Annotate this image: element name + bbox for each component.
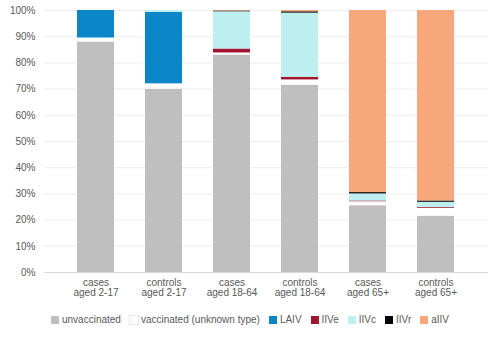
svg-text:casesaged 18-64: casesaged 18-64 [207, 277, 258, 298]
svg-text:80%: 80% [15, 57, 35, 68]
svg-text:controlsaged 18-64: controlsaged 18-64 [275, 277, 326, 298]
svg-text:0%: 0% [21, 267, 36, 278]
svg-text:90%: 90% [15, 31, 35, 42]
html-text:IIVe: IIVe [321, 314, 339, 325]
html-text:unvaccinated: unvaccinated [62, 314, 121, 325]
svg-text:controlsaged 2-17: controlsaged 2-17 [141, 277, 186, 298]
svg-text:70%: 70% [15, 83, 35, 94]
svg-text:10%: 10% [15, 241, 35, 252]
html-text:aIIV: aIIV [431, 314, 449, 325]
svg-text:60%: 60% [15, 110, 35, 121]
svg-text:controlsaged 65+: controlsaged 65+ [415, 277, 457, 298]
html-text:vaccinated (unknown type): vaccinated (unknown type) [140, 314, 260, 325]
svg-text:100%: 100% [10, 5, 36, 16]
html-text:LAIV: LAIV [279, 314, 302, 325]
svg-text:20%: 20% [15, 214, 35, 225]
svg-text:casesaged 65+: casesaged 65+ [347, 277, 389, 298]
svg-text:40%: 40% [15, 162, 35, 173]
html-text:IIVc: IIVc [358, 314, 376, 325]
html-text:IIVr: IIVr [396, 314, 412, 325]
svg-text:50%: 50% [15, 136, 35, 147]
svg-text:casesaged 2-17: casesaged 2-17 [73, 277, 118, 298]
svg-text:30%: 30% [15, 188, 35, 199]
